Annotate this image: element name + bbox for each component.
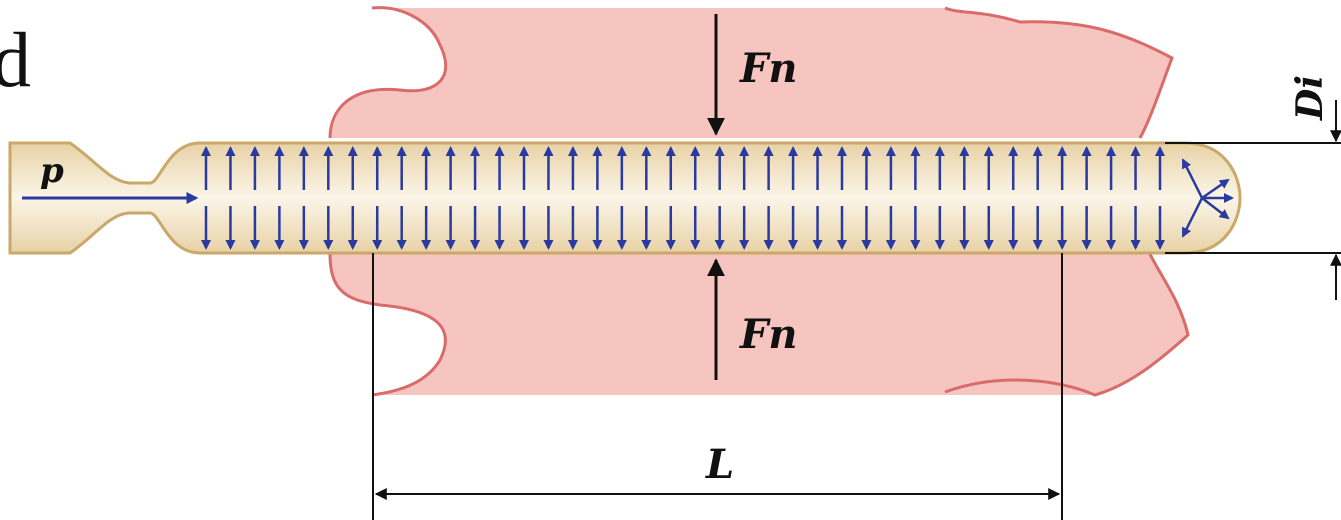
lower-tissue: [330, 254, 1188, 395]
internal-pressure-arrows: [201, 146, 1165, 250]
lower-tissue-outline: [328, 253, 447, 397]
force-label-bottom: Fn: [739, 311, 797, 358]
lower-tissue-outline-right: [944, 253, 1190, 397]
length-dimension: [372, 253, 1063, 520]
upper-tissue-outline-right: [944, 6, 1174, 139]
diameter-dimension: [1165, 100, 1341, 300]
diameter-label: Di: [1289, 75, 1331, 121]
catheter-body: [8, 141, 1242, 255]
upper-tissue: [330, 7, 1172, 138]
force-label-top: Fn: [739, 45, 797, 92]
upper-tissue-outline: [328, 6, 448, 139]
cut-letter: d: [0, 16, 31, 103]
tip-pressure-arrows: [1181, 158, 1234, 238]
pressure-label: p: [40, 151, 64, 191]
length-label: L: [705, 441, 734, 488]
